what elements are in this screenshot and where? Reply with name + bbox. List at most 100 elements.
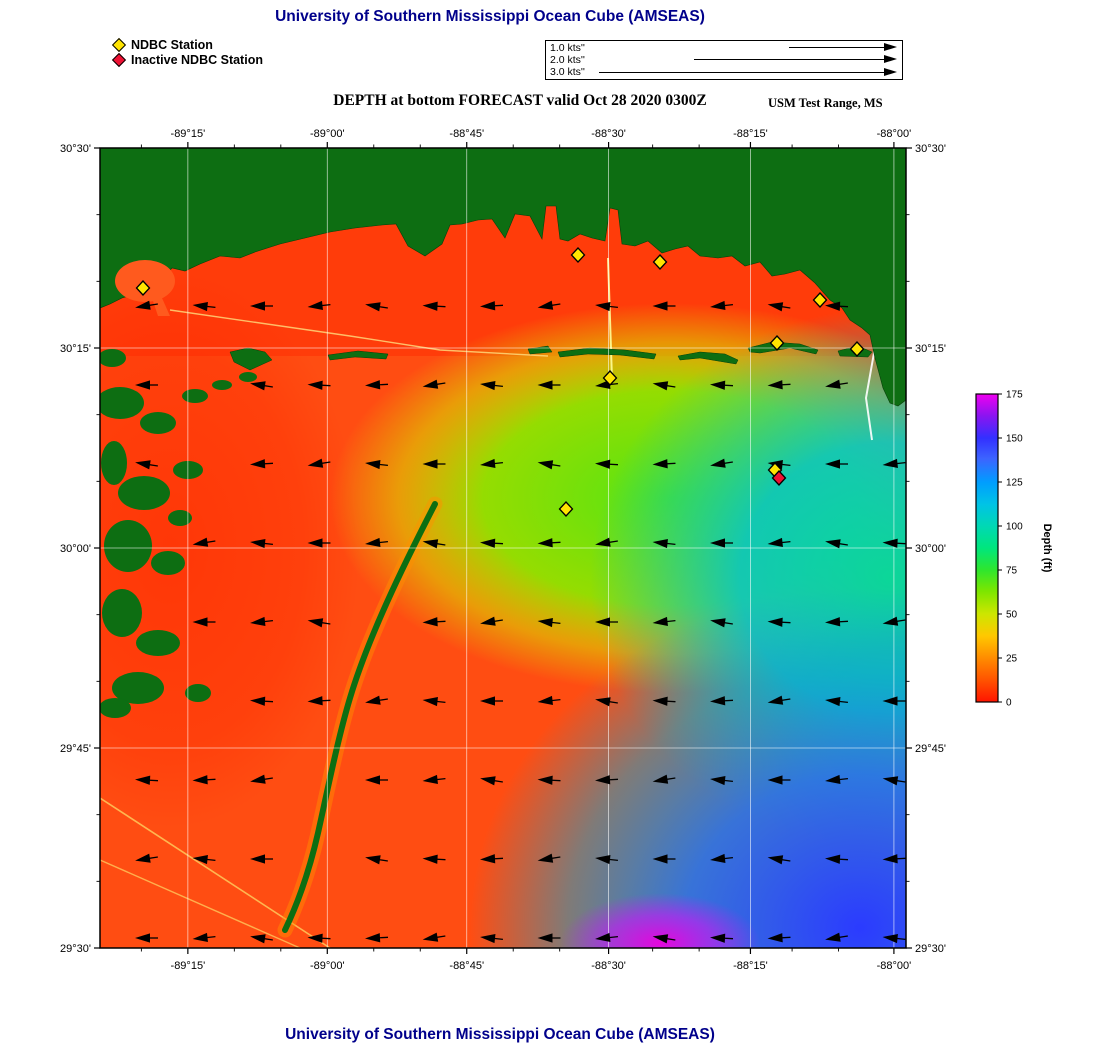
current-vector-arrow	[882, 616, 906, 626]
current-vector-arrow	[307, 618, 331, 628]
inactive-ndbc-station-marker	[771, 470, 787, 486]
current-vector-arrow	[480, 458, 503, 469]
colorbar-gradient	[975, 393, 999, 703]
ndbc-station-marker	[652, 254, 668, 270]
current-vector-arrow	[652, 854, 676, 864]
current-vector-arrow	[365, 855, 388, 865]
lon-tick-label: -88°00'	[877, 960, 912, 972]
current-vector-arrow	[307, 538, 331, 548]
colorbar-tick-label: 100	[1006, 522, 1023, 533]
marsh-island	[185, 684, 211, 702]
scale-label: 3.0 kts''	[550, 66, 585, 79]
current-vector-arrow	[710, 853, 733, 864]
current-vector-arrow	[767, 855, 791, 865]
current-vector-arrow	[365, 933, 389, 943]
marsh-island	[100, 349, 126, 367]
current-vector-arrow	[710, 933, 734, 943]
ndbc-station-marker	[558, 501, 574, 517]
current-vector-arrow	[767, 302, 791, 312]
current-vector-arrow	[595, 932, 618, 943]
legend-label: Inactive NDBC Station	[131, 53, 263, 67]
scale-arrow-2kt	[694, 55, 897, 64]
current-vector-arrow	[135, 460, 158, 470]
current-vector-arrow	[882, 933, 906, 944]
marsh-island	[182, 389, 208, 403]
current-vector-arrow	[825, 774, 848, 785]
lat-tick-label: 29°45'	[60, 743, 91, 755]
current-vector-arrow	[365, 695, 388, 705]
current-vector-arrow	[710, 775, 733, 786]
current-vector-arrow	[652, 459, 676, 469]
figure-title-top: University of Southern Mississippi Ocean…	[275, 8, 705, 25]
current-vector-arrow	[825, 539, 848, 549]
current-vector-arrow	[652, 616, 676, 627]
lon-tick-label: -88°30'	[591, 128, 626, 140]
colorbar-tick-label: 25	[1006, 654, 1018, 665]
marsh-island	[104, 520, 152, 572]
marsh-island	[212, 380, 232, 390]
current-vector-arrow	[422, 617, 446, 627]
current-vector-arrow	[192, 775, 216, 785]
arrowhead-icon	[884, 67, 897, 76]
scale-label: 2.0 kts''	[550, 53, 585, 66]
marsh-island	[102, 589, 142, 637]
barrier-island	[327, 350, 389, 361]
legend-row-inactive-ndbc: Inactive NDBC Station	[111, 52, 263, 68]
current-vector-arrow	[307, 696, 331, 706]
lat-tick-label: 29°45'	[915, 743, 946, 755]
current-vector-arrow	[192, 301, 216, 312]
lat-tick-label: 30°15'	[915, 343, 946, 355]
colorbar-tick-label: 0	[1006, 698, 1012, 709]
map-plot: -89°15' -89°15' -89°00' -89°00' -88°45' -88°4…	[60, 128, 946, 972]
current-vector-arrow	[537, 460, 561, 470]
current-vector-arrow	[595, 775, 619, 785]
current-vector-arrow	[652, 538, 676, 549]
current-vector-arrow	[767, 933, 791, 943]
current-vector-arrow	[250, 616, 273, 627]
current-vector-arrow	[250, 459, 274, 469]
barrier-island	[677, 351, 739, 365]
current-vector-arrow	[710, 696, 734, 706]
colorbar-tick-label: 75	[1006, 566, 1018, 577]
current-vector-arrow	[537, 300, 561, 310]
arrowhead-icon	[884, 55, 897, 64]
current-vector-arrow	[825, 854, 849, 864]
marsh-island	[140, 412, 176, 434]
lon-tick-label: -89°00'	[310, 128, 345, 140]
current-vector-arrow	[825, 379, 848, 389]
ndbc-station-icon	[111, 37, 127, 53]
current-vector-arrow	[365, 302, 388, 312]
current-vector-arrow	[250, 381, 273, 391]
marsh-island	[100, 698, 131, 718]
depth-shade-layer	[560, 893, 760, 948]
current-vector-arrow	[422, 379, 446, 389]
current-vector-arrow	[882, 696, 906, 706]
ndbc-station-marker	[135, 280, 151, 296]
lat-tick-label: 30°15'	[60, 343, 91, 355]
current-vector-arrow	[192, 617, 216, 627]
scale-arrow-3kt	[599, 67, 897, 76]
barrier-island	[557, 347, 657, 360]
marsh-island	[112, 672, 164, 704]
current-vector-arrow	[422, 932, 446, 942]
marsh-island	[239, 372, 257, 382]
station-legend: NDBC Station Inactive NDBC Station	[111, 37, 263, 68]
current-vector-arrow	[825, 459, 848, 469]
lon-tick-label: -88°45'	[449, 960, 484, 972]
current-vector-arrow	[595, 537, 618, 547]
current-vector-arrow	[307, 458, 331, 468]
current-vector-arrow	[710, 300, 733, 311]
lagoon-inlet	[152, 298, 170, 316]
forecast-subtitle: DEPTH at bottom FORECAST valid Oct 28 20…	[333, 92, 707, 109]
current-vector-arrow	[135, 933, 158, 943]
current-vector-arrow	[250, 696, 274, 706]
current-vector-arrow	[365, 537, 388, 548]
mainland-coast	[100, 148, 906, 407]
current-vector-arrow	[422, 854, 446, 864]
current-vector-arrow	[537, 933, 561, 943]
lon-tick-label: -88°45'	[449, 128, 484, 140]
current-vector-arrow	[250, 538, 273, 549]
lon-tick-label: -89°15'	[171, 960, 206, 972]
current-vector-arrow	[882, 776, 906, 786]
current-vector-arrow	[192, 932, 216, 943]
